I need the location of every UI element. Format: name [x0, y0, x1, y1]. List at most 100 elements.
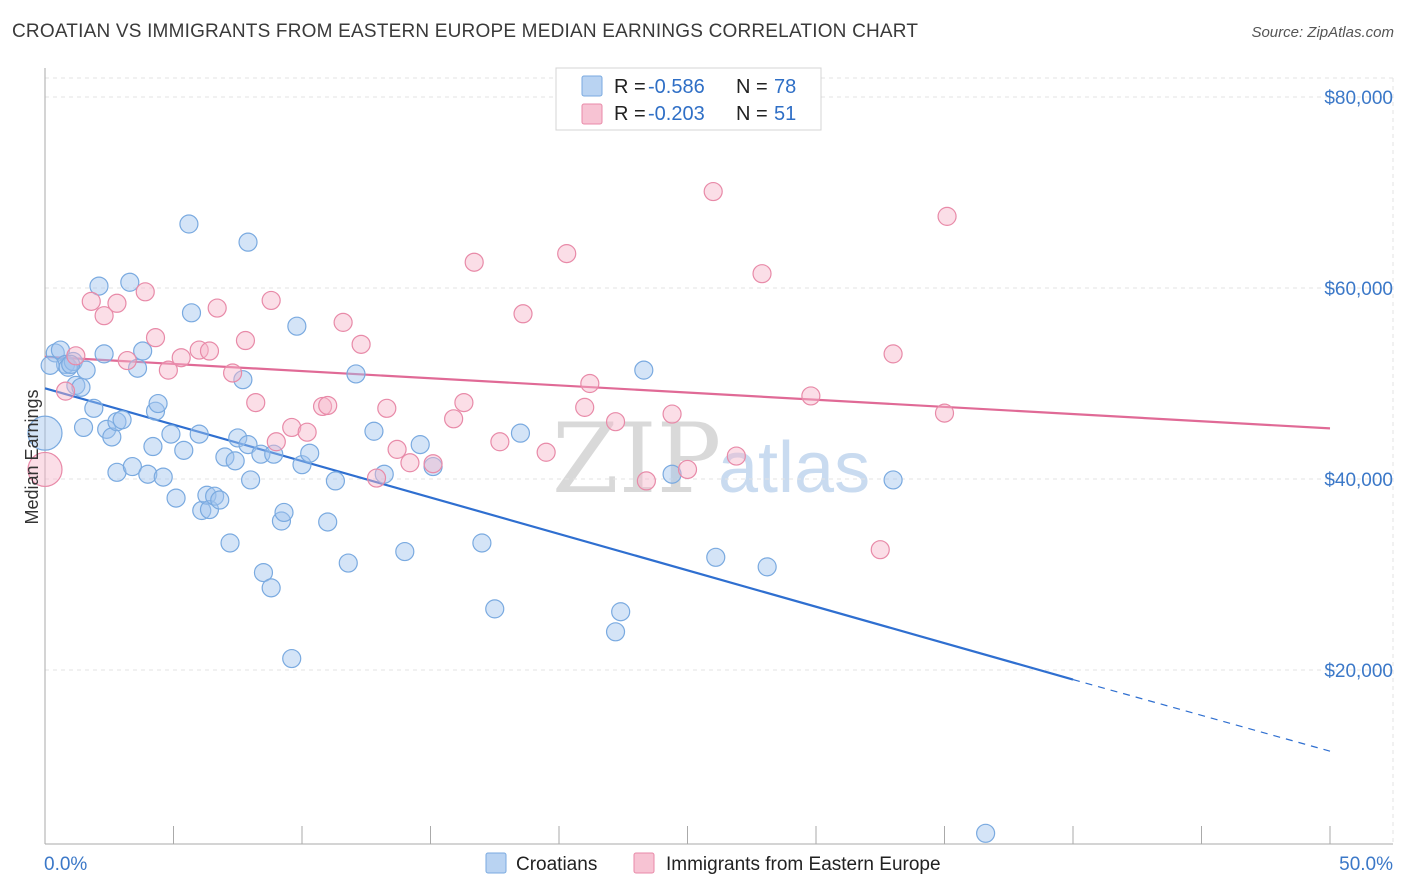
point-croatians	[605, 622, 626, 642]
point-immigrants	[107, 293, 127, 313]
point-croatians	[225, 451, 245, 471]
point-croatians	[233, 370, 253, 390]
point-immigrants	[223, 363, 243, 383]
point-croatians	[220, 533, 240, 553]
point-croatians	[181, 303, 202, 323]
legend-n-label-croatians: N =	[736, 76, 768, 98]
point-immigrants	[246, 393, 266, 413]
point-croatians	[472, 533, 492, 553]
source-credit: Source: ZipAtlas.com	[1251, 24, 1394, 41]
bottom-legend-swatch-immigrants	[633, 852, 655, 874]
point-immigrants	[387, 439, 407, 459]
point-croatians	[706, 547, 726, 567]
watermark: ZIP atlas	[552, 403, 870, 515]
point-immigrants	[189, 340, 209, 360]
point-croatians	[318, 512, 338, 532]
point-immigrants	[158, 360, 178, 380]
point-croatians	[166, 488, 186, 508]
point-croatians	[253, 562, 274, 583]
y-tick-label: $80,000	[1324, 88, 1393, 109]
point-immigrants	[703, 181, 723, 202]
point-immigrants	[557, 244, 577, 264]
point-croatians	[883, 470, 903, 490]
point-croatians	[40, 355, 60, 375]
data-points	[27, 181, 996, 843]
point-immigrants	[575, 397, 595, 417]
point-croatians	[210, 490, 230, 510]
point-croatians	[148, 393, 168, 414]
point-immigrants	[464, 252, 484, 272]
legend-n-immigrants: 51	[774, 103, 796, 125]
point-immigrants	[513, 304, 533, 324]
point-immigrants	[801, 386, 821, 406]
point-croatians	[138, 464, 158, 484]
point-croatians	[205, 486, 225, 506]
legend-r-label-croatians: R =	[614, 76, 646, 98]
watermark-atlas: atlas	[718, 428, 870, 508]
legend-r-immigrants: -0.203	[648, 103, 705, 125]
point-immigrants	[662, 404, 682, 424]
point-croatians	[112, 410, 132, 430]
point-immigrants	[454, 393, 474, 413]
point-croatians	[287, 316, 307, 336]
point-immigrants	[444, 409, 464, 429]
chart-title: CROATIAN VS IMMIGRANTS FROM EASTERN EURO…	[12, 21, 919, 42]
point-croatians	[102, 427, 122, 447]
point-immigrants	[870, 540, 890, 560]
point-immigrants	[171, 348, 191, 368]
y-tick-label: $20,000	[1324, 661, 1393, 682]
trend-line-croatians-extension	[1072, 678, 1331, 752]
point-immigrants	[318, 395, 338, 416]
point-immigrants	[366, 468, 387, 488]
x-tick-label: 50.0%	[1339, 854, 1393, 875]
point-immigrants	[400, 453, 420, 473]
point-croatians	[238, 232, 258, 252]
point-immigrants	[282, 417, 302, 438]
legend-r-label-immigrants: R =	[614, 103, 646, 125]
point-croatians	[364, 421, 384, 441]
point-immigrants	[333, 312, 353, 332]
stats-legend: R = -0.586 N = 78 R = -0.203 N = 51	[555, 67, 822, 131]
point-croatians	[84, 398, 104, 418]
point-croatians	[264, 444, 284, 464]
point-croatians	[976, 823, 996, 843]
point-immigrants	[199, 341, 220, 361]
point-immigrants	[580, 373, 600, 394]
point-croatians	[143, 436, 163, 457]
point-immigrants	[490, 432, 510, 452]
point-croatians	[127, 358, 148, 378]
point-immigrants	[351, 334, 371, 354]
x-tick-label: 0.0%	[44, 854, 87, 875]
watermark-zip: ZIP	[552, 403, 721, 515]
point-croatians	[179, 214, 199, 234]
trend-line-immigrants	[44, 355, 1331, 430]
legend-n-croatians: 78	[774, 76, 796, 98]
point-immigrants	[937, 206, 957, 226]
point-croatians	[120, 272, 140, 292]
point-croatians	[133, 341, 153, 361]
legend-r-croatians: -0.586	[648, 76, 705, 98]
point-croatians	[145, 401, 166, 421]
point-croatians	[634, 360, 654, 380]
point-immigrants	[726, 446, 746, 466]
legend-swatch-immigrants	[581, 103, 603, 125]
y-tick-labels: $20,000 $40,000 $60,000 $80,000	[1324, 88, 1393, 682]
point-croatians	[395, 541, 415, 562]
point-immigrants	[377, 398, 397, 418]
point-croatians	[122, 456, 142, 477]
point-immigrants	[81, 291, 101, 311]
point-immigrants	[135, 282, 155, 302]
point-croatians	[282, 648, 302, 669]
point-immigrants	[235, 330, 256, 351]
point-croatians	[228, 428, 248, 448]
legend-n-label-immigrants: N =	[736, 103, 768, 125]
point-croatians	[510, 423, 531, 443]
point-immigrants	[207, 298, 227, 318]
point-croatians	[27, 415, 63, 451]
point-croatians	[197, 485, 217, 505]
point-immigrants	[145, 328, 166, 348]
point-croatians	[274, 502, 294, 523]
point-croatians	[94, 344, 114, 364]
point-immigrants	[605, 412, 626, 432]
x-tick-labels: 0.0% 50.0%	[44, 854, 1393, 875]
